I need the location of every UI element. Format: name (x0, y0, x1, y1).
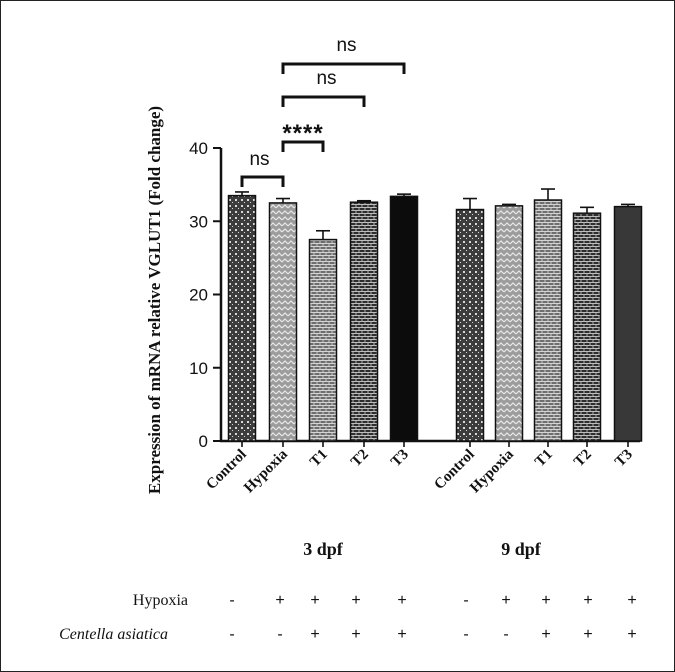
treatment-plus: + (397, 592, 406, 609)
group-label: 3 dpf (303, 539, 344, 559)
significance-label: **** (282, 120, 323, 147)
treatment-plus: + (351, 592, 360, 609)
treatment-plus: + (627, 592, 636, 609)
x-tick-label: Hypoxia (467, 446, 517, 496)
bar (455, 208, 485, 442)
treatment-minus: - (229, 626, 234, 643)
treatment-plus: + (541, 592, 550, 609)
significance-bracket (281, 140, 325, 152)
bar (349, 201, 379, 442)
x-tick-label: T2 (348, 447, 372, 471)
y-tick-label: 40 (189, 139, 208, 158)
treatment-plus: + (583, 592, 592, 609)
bar (533, 199, 563, 442)
treatment-row-label: Centella asiatica (59, 626, 168, 643)
significance-bracket (281, 62, 406, 74)
treatment-plus: + (351, 626, 360, 643)
treatment-minus: - (229, 592, 234, 609)
x-tick-label: T2 (571, 447, 595, 471)
significance-label: ns (316, 68, 336, 89)
bar (572, 212, 602, 442)
significance-label: ns (249, 149, 269, 170)
x-tick-label: T1 (307, 447, 331, 471)
x-tick-label: T3 (388, 447, 412, 471)
x-tick-label: T3 (612, 447, 636, 471)
bars (227, 188, 643, 447)
treatment-plus: + (397, 626, 406, 643)
bar (268, 202, 298, 442)
bar (227, 194, 257, 442)
bar (308, 238, 338, 442)
treatment-plus: + (501, 592, 510, 609)
significance-bracket (281, 95, 366, 107)
bar (494, 205, 524, 442)
bar (389, 195, 419, 442)
y-ticks: 0 10 20 30 40 (189, 139, 221, 451)
treatment-row-label: Hypoxia (133, 592, 188, 609)
treatment-minus: - (463, 626, 468, 643)
significance-bracket (240, 175, 285, 187)
treatment-plus: + (541, 626, 550, 643)
y-tick-label: 10 (189, 359, 208, 378)
y-tick-label: 30 (189, 212, 208, 231)
treatment-table: Hypoxia - + + + + - + + + + Centella asiatica - - + + + -… (59, 592, 637, 643)
y-tick-label: 0 (199, 432, 208, 451)
treatment-minus: - (463, 592, 468, 609)
treatment-plus: + (627, 626, 636, 643)
treatment-plus: + (310, 626, 319, 643)
y-axis-label: Expression of mRNA relative VGLUT1 (Fold… (145, 106, 164, 494)
treatment-minus: - (277, 626, 282, 643)
group-label: 9 dpf (501, 539, 542, 559)
treatment-plus: + (275, 592, 284, 609)
x-tick-label: Hypoxia (241, 446, 291, 496)
significance-label: ns (336, 35, 356, 56)
bar (613, 205, 643, 442)
y-tick-label: 20 (189, 286, 208, 305)
treatment-plus: + (310, 592, 319, 609)
x-tick-label: T1 (532, 447, 556, 471)
group-labels: 3 dpf 9 dpf (303, 539, 542, 559)
treatment-minus: - (503, 626, 508, 643)
treatment-plus: + (583, 626, 592, 643)
